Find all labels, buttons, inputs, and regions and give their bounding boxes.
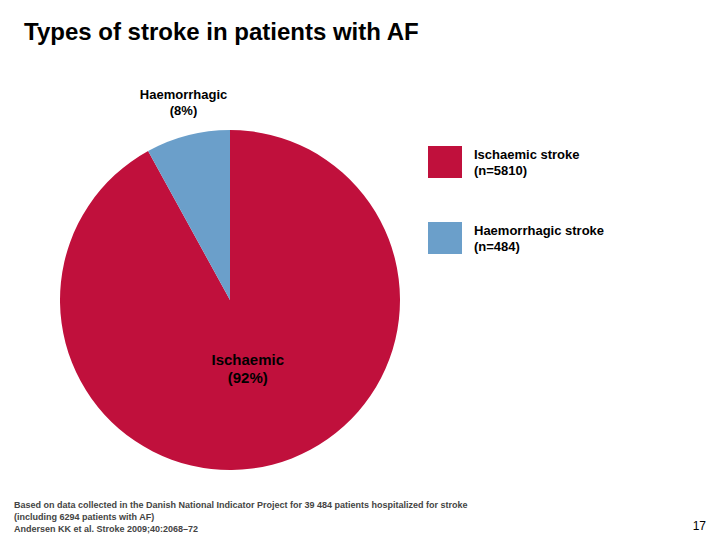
data-label: Ischaemic(92%) — [211, 351, 284, 386]
text-line: Haemorrhagic stroke — [474, 223, 604, 238]
text-line: Ischaemic stroke — [474, 147, 580, 162]
footnote: Andersen KK et al. Stroke 2009;40:2068–7… — [14, 524, 198, 534]
legend-label: Haemorrhagic stroke(n=484) — [474, 223, 604, 254]
legend-swatch — [428, 222, 462, 254]
pie: Ischaemic(92%) Haemorrhagic(8%) — [60, 87, 400, 470]
title: Types of stroke in patients with AF — [24, 18, 419, 45]
pie-slice — [148, 130, 230, 300]
text-line: (92%) — [228, 369, 268, 386]
text-line: (n=484) — [474, 239, 520, 254]
legend-swatch — [428, 146, 462, 178]
footnote: Based on data collected in the Danish Na… — [14, 500, 468, 510]
text-line: Haemorrhagic — [140, 87, 227, 102]
pie-slice — [60, 130, 400, 470]
page-number: 17 — [693, 519, 707, 533]
text-line: (8%) — [170, 103, 197, 118]
data-label: Haemorrhagic(8%) — [140, 87, 227, 118]
text-line: Ischaemic — [211, 351, 284, 368]
chart: Types of stroke in patients with AF Ischa… — [0, 0, 720, 540]
legend-label: Ischaemic stroke(n=5810) — [474, 147, 580, 178]
text-line: (n=5810) — [474, 163, 527, 178]
legend: Ischaemic stroke(n=5810) Haemorrhagic str… — [428, 146, 604, 254]
footnote: (including 6294 patients with AF) — [14, 512, 154, 522]
